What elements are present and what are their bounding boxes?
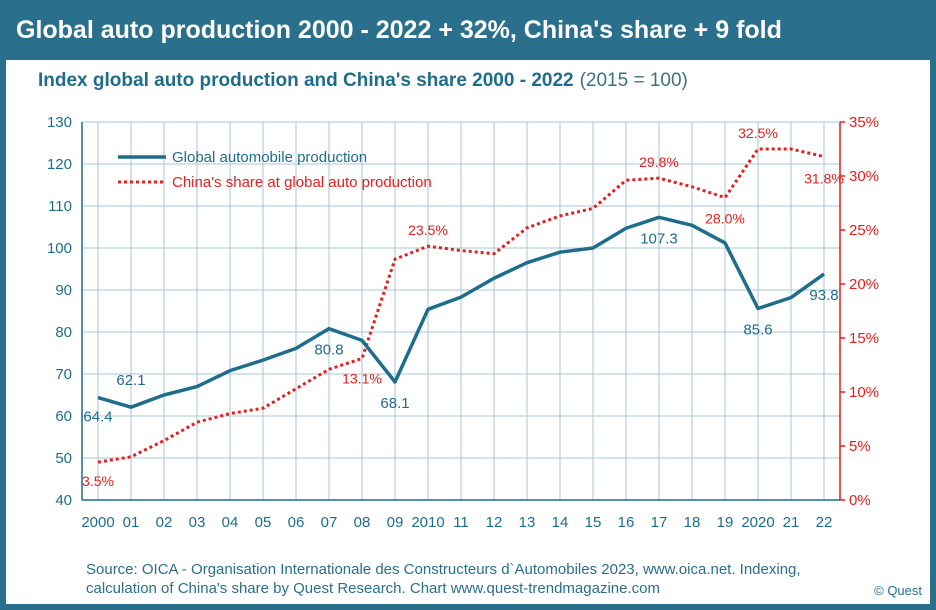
copyright: © Quest (874, 583, 922, 598)
y-left-tick-label: 80 (55, 324, 72, 341)
x-tick-label: 19 (717, 514, 734, 531)
production-data-label: 64.4 (83, 409, 112, 426)
y-right-tick-label: 35% (849, 114, 879, 131)
x-tick-label: 21 (783, 514, 800, 531)
x-tick-label: 18 (684, 514, 701, 531)
y-left-tick-label: 130 (47, 114, 72, 131)
production-data-label: 85.6 (743, 321, 772, 338)
x-tick-label: 03 (189, 514, 206, 531)
source-line-1: Source: OICA - Organisation Internationa… (86, 561, 801, 578)
y-right-tick-label: 20% (849, 276, 879, 293)
production-data-label: 80.8 (314, 342, 343, 359)
page-title: Global auto production 2000 - 2022 + 32%… (16, 16, 782, 44)
y-left-tick-label: 110 (48, 198, 72, 215)
y-right-tick-label: 10% (849, 384, 879, 401)
china-share-data-label: 31.8% (804, 171, 844, 187)
y-left-tick-label: 50 (55, 450, 72, 467)
legend-production-label: Global automobile production (172, 149, 367, 166)
chart-subtitle-text: Index global auto production and China's… (38, 70, 574, 91)
chart-panel: Index global auto production and China's… (6, 60, 930, 604)
y-right-tick-label: 15% (849, 330, 879, 347)
chart-svg: 40 50 60 70 80 90 100 110 120 130 2000 01 02 03 04 05 06… (47, 114, 879, 531)
y-right-tick-label: 30% (849, 168, 879, 185)
y-left-tick-label: 60 (55, 408, 72, 425)
x-tick-label: 14 (552, 514, 569, 531)
y-right-tick-label: 25% (849, 222, 879, 239)
x-tick-label: 02 (156, 514, 173, 531)
y-right-tick-label: 0% (849, 492, 871, 509)
china-share-data-label: 13.1% (342, 371, 382, 387)
x-tick-label: 15 (585, 514, 602, 531)
x-tick-label: 07 (321, 514, 338, 531)
y-left-tick-label: 120 (47, 156, 72, 173)
legend-china-label: China's share at global auto production (172, 174, 432, 191)
x-tick-label: 22 (816, 514, 833, 531)
china-share-data-label: 32.5% (738, 125, 778, 141)
china-share-data-label: 23.5% (408, 222, 448, 238)
index-note: (2015 = 100) (579, 70, 688, 91)
x-tick-label: 16 (618, 514, 635, 531)
y-left-tick-label: 100 (47, 240, 72, 257)
x-tick-label: 2010 (411, 514, 444, 531)
china-share-data-label: 3.5% (82, 473, 114, 489)
x-tick-label: 2000 (81, 514, 114, 531)
x-tick-label: 13 (519, 514, 536, 531)
legend: Global automobile production China's shar… (118, 149, 432, 191)
x-tick-label: 17 (651, 514, 668, 531)
y-left-tick-label: 40 (55, 492, 72, 509)
x-tick-label: 06 (288, 514, 305, 531)
x-tick-label: 2020 (741, 514, 774, 531)
production-data-label: 68.1 (380, 395, 409, 412)
production-data-label: 107.3 (640, 230, 678, 247)
y-left-tick-label: 70 (55, 366, 72, 383)
x-tick-label: 12 (486, 514, 503, 531)
source-note: Source: OICA - Organisation Internationa… (86, 560, 846, 598)
y-left-tick-label: 90 (55, 282, 72, 299)
axes: 40 50 60 70 80 90 100 110 120 130 2000 01 02 03 04 05 06… (47, 114, 879, 531)
x-tick-label: 11 (453, 514, 469, 531)
production-data-label: 62.1 (116, 372, 145, 389)
x-tick-label: 04 (222, 514, 239, 531)
source-line-2: calculation of China's share by Quest Re… (86, 580, 660, 597)
china-share-data-label: 28.0% (705, 211, 745, 227)
grid-lines (82, 121, 840, 501)
x-tick-label: 08 (354, 514, 371, 531)
chart-subtitle: Index global auto production and China's… (38, 70, 688, 92)
x-tick-label: 01 (123, 514, 140, 531)
x-tick-label: 05 (255, 514, 272, 531)
china-share-line (97, 147, 825, 464)
data-labels: 64.4 62.1 80.8 68.1 107.3 85.6 93.8 3.5% 13.1% 23… (82, 125, 844, 489)
production-data-label: 93.8 (809, 287, 838, 304)
china-share-data-label: 29.8% (639, 154, 679, 170)
x-tick-label: 09 (387, 514, 404, 531)
y-right-tick-label: 5% (849, 438, 871, 455)
series-points (97, 148, 825, 463)
